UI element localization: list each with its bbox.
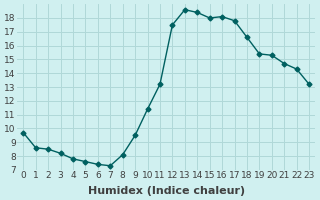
X-axis label: Humidex (Indice chaleur): Humidex (Indice chaleur) — [88, 186, 245, 196]
